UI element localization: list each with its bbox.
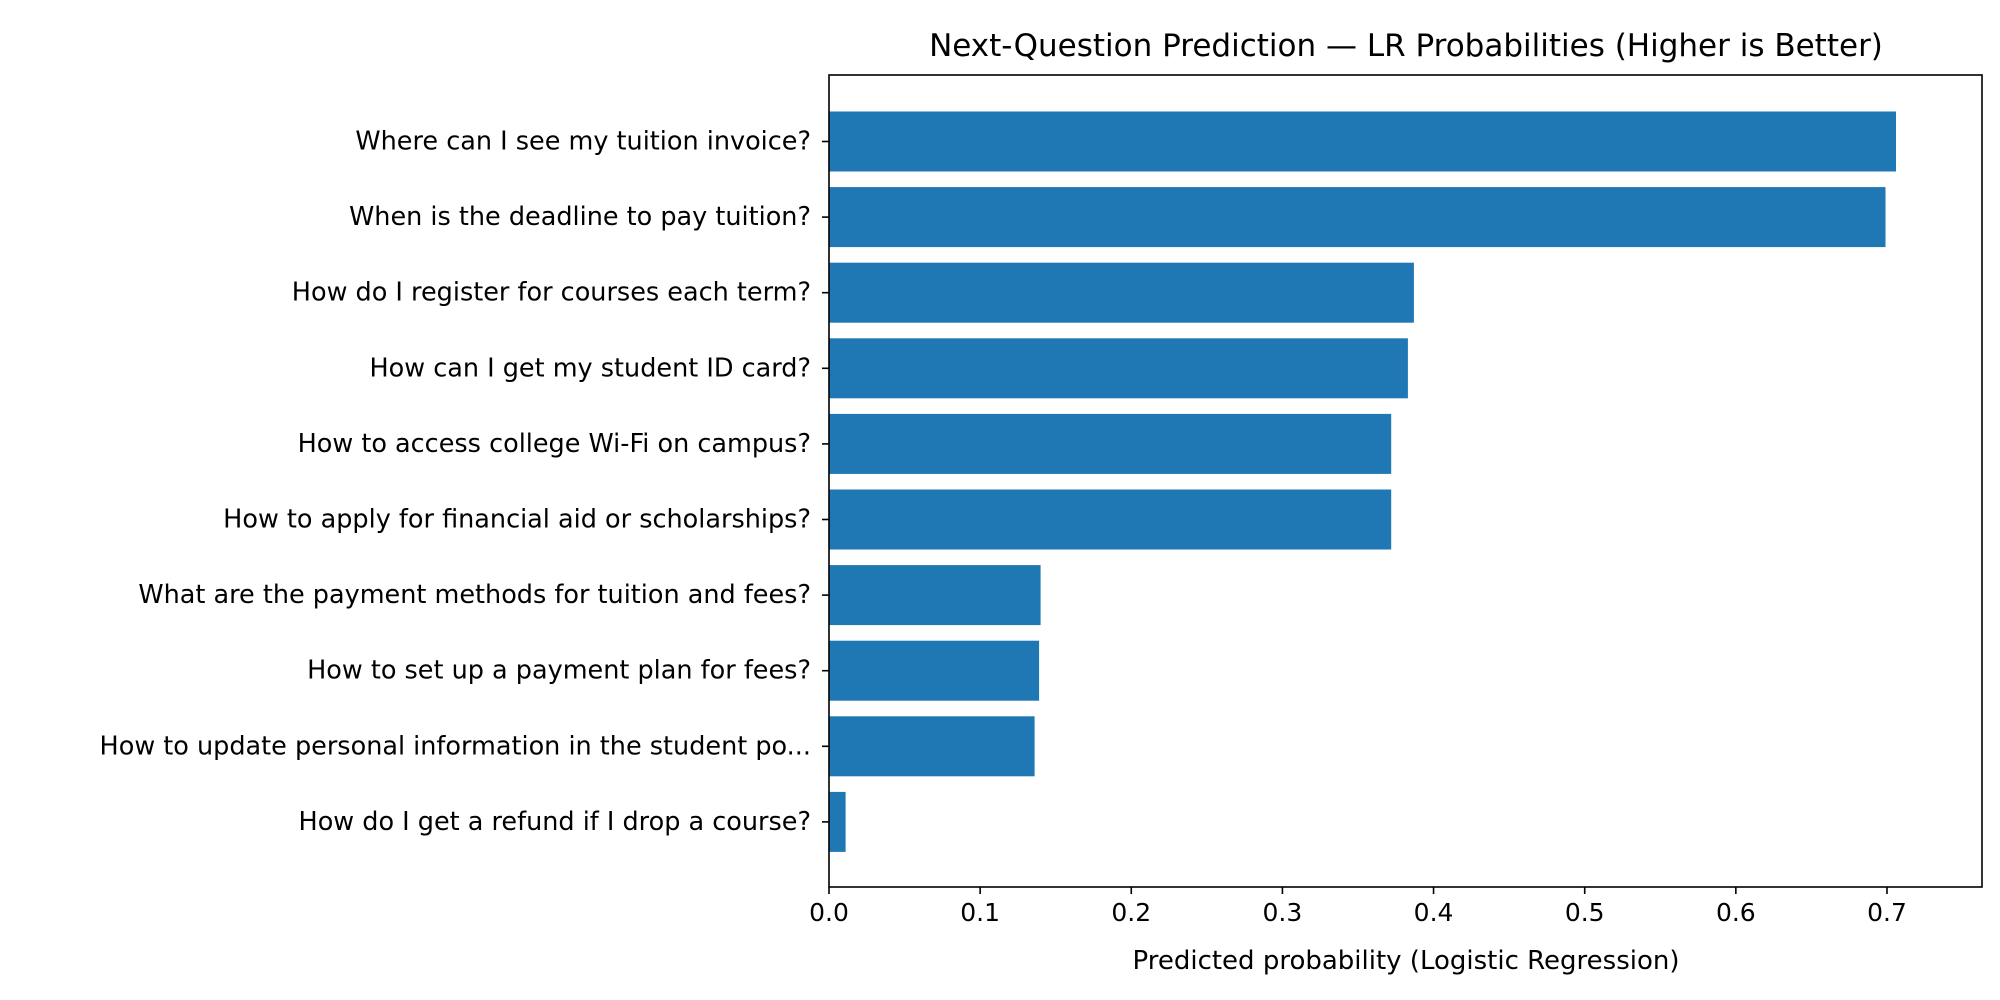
y-tick-label: How can I get my student ID card? [369, 353, 811, 383]
bar [829, 187, 1886, 248]
x-axis-ticks: 0.0 0.1 0.2 0.3 0.4 0.5 0.6 0.7 [809, 887, 1907, 927]
x-tick-label: 0.5 [1565, 898, 1605, 927]
y-tick-label: How do I register for courses each term? [292, 278, 811, 308]
plot-frame [828, 74, 1983, 888]
y-axis-ticks: Where can I see my tuition invoice? When … [100, 127, 829, 837]
bar [829, 262, 1414, 323]
x-axis-label: Predicted probability (Logistic Regressi… [1133, 946, 1680, 976]
y-tick-label: Where can I see my tuition invoice? [355, 127, 811, 157]
bar [829, 791, 846, 852]
bar [829, 413, 1392, 474]
y-tick-label: How to apply for financial aid or schola… [223, 505, 811, 535]
y-tick-label: What are the payment methods for tuition… [138, 580, 811, 610]
bar [829, 640, 1040, 701]
y-tick-label: How to update personal information in th… [100, 731, 811, 761]
y-tick-label: How to set up a payment plan for fees? [307, 656, 811, 686]
x-tick-label: 0.0 [809, 898, 849, 927]
y-tick-label: How to access college Wi-Fi on campus? [298, 429, 811, 459]
x-tick-label: 0.3 [1263, 898, 1303, 927]
x-tick-label: 0.6 [1716, 898, 1756, 927]
x-tick-label: 0.7 [1867, 898, 1907, 927]
x-tick-label: 0.1 [960, 898, 1000, 927]
bar [829, 565, 1041, 626]
x-tick-label: 0.2 [1111, 898, 1151, 927]
y-tick-label: How do I get a refund if I drop a course… [299, 807, 811, 837]
bar [829, 716, 1035, 777]
bar [829, 338, 1408, 399]
bar [829, 111, 1896, 172]
x-tick-label: 0.4 [1414, 898, 1454, 927]
y-tick-label: When is the deadline to pay tuition? [349, 202, 811, 232]
bar [829, 489, 1392, 550]
chart-title: Next-Question Prediction — LR Probabilit… [929, 28, 1883, 64]
bars-layer [829, 111, 1896, 852]
